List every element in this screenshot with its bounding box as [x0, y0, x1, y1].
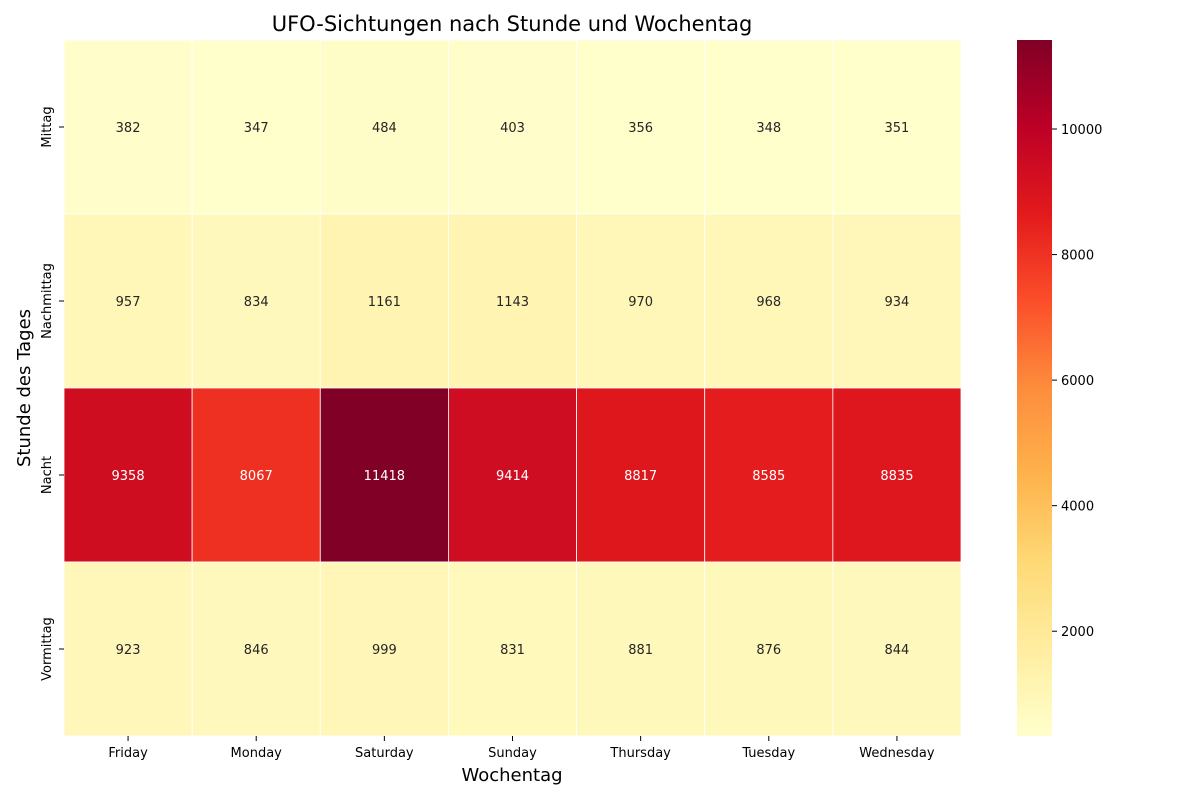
x-tick-label: Tuesday — [741, 746, 795, 761]
heatmap-cell — [704, 39, 834, 215]
heatmap-cell — [576, 561, 706, 737]
y-tick-label: Nacht — [40, 456, 55, 494]
cell-value-label: 8835 — [880, 469, 913, 484]
heatmap-cell — [832, 561, 962, 737]
cell-value-label: 11418 — [364, 469, 405, 484]
cell-value-label: 846 — [244, 643, 269, 658]
cell-value-label: 9358 — [112, 469, 145, 484]
cell-value-label: 1143 — [496, 295, 529, 310]
cell-value-label: 831 — [500, 643, 525, 658]
heatmap-cell — [448, 39, 577, 215]
heatmap-cell — [63, 387, 193, 563]
x-tick-label: Wednesday — [859, 746, 935, 761]
cell-value-label: 403 — [500, 121, 525, 136]
y-tick-label: Vormittag — [40, 617, 55, 681]
heatmap-cell — [576, 387, 706, 563]
cell-value-label: 970 — [628, 295, 653, 310]
cell-value-label: 881 — [628, 643, 653, 658]
cell-value-label: 844 — [885, 643, 910, 658]
heatmap-cell — [576, 39, 706, 215]
colorbar-tick-label: 4000 — [1061, 500, 1094, 515]
cell-value-label: 351 — [885, 121, 910, 136]
cell-value-label: 923 — [116, 643, 141, 658]
y-axis-title: Stunde des Tages — [14, 309, 35, 467]
colorbar — [1017, 40, 1052, 736]
cell-value-label: 876 — [756, 643, 781, 658]
cell-value-label: 356 — [628, 121, 653, 136]
y-tick-label: Mittag — [40, 106, 55, 147]
colorbar-ticks: 2000 4000 6000 8000 10000 — [1052, 123, 1102, 640]
heatmap-cell — [448, 387, 577, 563]
heatmap-cell — [832, 39, 962, 215]
x-axis-title: Wochentag — [461, 765, 562, 786]
heatmap-cell — [191, 561, 321, 737]
heatmap-cell — [704, 213, 834, 389]
cell-value-label: 8585 — [752, 469, 785, 484]
cell-value-label: 9414 — [496, 469, 529, 484]
colorbar-tick-label: 10000 — [1061, 123, 1102, 138]
heatmap-cell — [63, 561, 193, 737]
y-tick-label: Nachmittag — [40, 263, 55, 339]
cell-value-label: 834 — [244, 295, 269, 310]
y-axis-ticks: Mittag Nachmittag Nacht Vormittag — [40, 106, 64, 681]
cell-value-label: 1161 — [368, 295, 401, 310]
heatmap-cell — [832, 213, 962, 389]
cell-value-label: 8067 — [240, 469, 273, 484]
cell-value-label: 934 — [885, 295, 910, 310]
heatmap-cell — [319, 213, 449, 389]
heatmap-cells: 382 347 484 403 356 348 351 957 834 1161 1143 970 96… — [63, 39, 962, 737]
colorbar-tick-label: 8000 — [1061, 249, 1094, 264]
cell-value-label: 382 — [116, 121, 141, 136]
heatmap-cell — [448, 561, 577, 737]
cell-value-label: 347 — [244, 121, 269, 136]
x-tick-label: Monday — [231, 746, 283, 761]
x-tick-label: Saturday — [355, 746, 414, 761]
cell-value-label: 957 — [116, 295, 141, 310]
heatmap-cell — [576, 213, 706, 389]
colorbar-tick-label: 2000 — [1061, 625, 1094, 640]
cell-value-label: 484 — [372, 121, 397, 136]
cell-value-label: 8817 — [624, 469, 657, 484]
heatmap-cell — [832, 387, 962, 563]
heatmap-cell — [63, 213, 193, 389]
heatmap-cell — [319, 39, 449, 215]
heatmap-cell — [191, 39, 321, 215]
heatmap-cell — [191, 387, 321, 563]
x-axis-ticks: Friday Monday Saturday Sunday Thursday Tuesda… — [108, 736, 935, 761]
x-tick-label: Thursday — [609, 746, 671, 761]
heatmap-cell — [63, 39, 193, 215]
heatmap-cell — [704, 561, 834, 737]
cell-value-label: 348 — [756, 121, 781, 136]
x-tick-label: Friday — [108, 746, 148, 761]
heatmap-cell — [319, 387, 449, 563]
colorbar-tick-label: 6000 — [1061, 374, 1094, 389]
heatmap-cell — [704, 387, 834, 563]
cell-value-label: 968 — [756, 295, 781, 310]
cell-value-label: 999 — [372, 643, 397, 658]
x-tick-label: Sunday — [488, 746, 537, 761]
chart-title: UFO-Sichtungen nach Stunde und Wochentag — [272, 12, 753, 36]
